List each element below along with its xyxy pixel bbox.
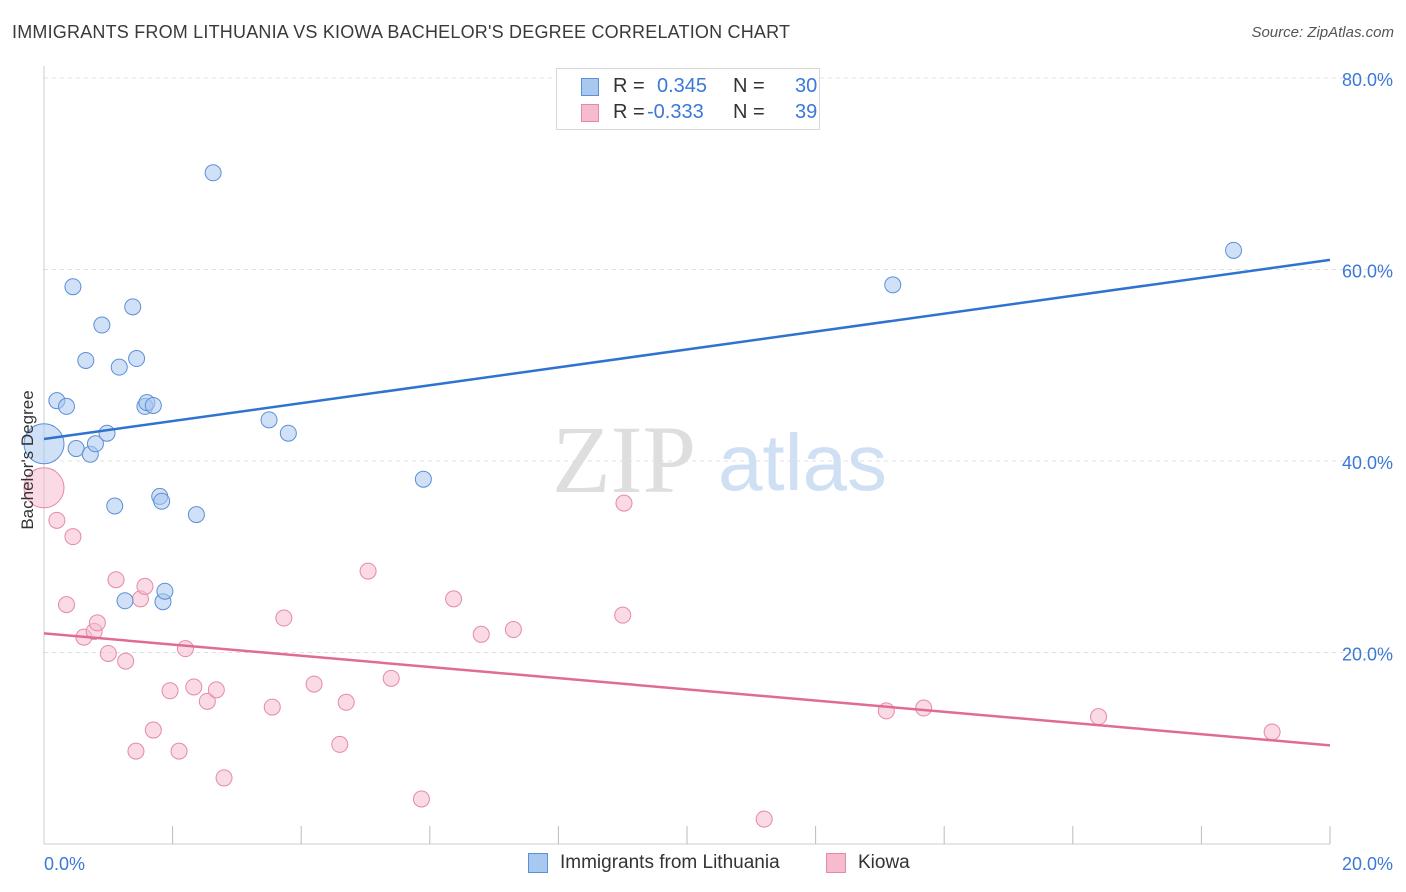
point-lithuania	[279, 424, 297, 442]
legend-r-value: 0.345	[657, 75, 708, 97]
grid-lines	[44, 77, 1392, 653]
trend-lines	[43, 258, 1331, 747]
point-kiowa	[58, 596, 76, 614]
point-lithuania	[128, 350, 146, 368]
point-lithuania	[77, 351, 95, 369]
point-kiowa	[382, 669, 400, 687]
point-kiowa	[207, 681, 225, 699]
point-lithuania	[204, 164, 222, 182]
x-tick-label: 0.0%	[44, 854, 85, 874]
trend-line-kiowa	[43, 632, 1331, 747]
point-kiowa	[915, 699, 933, 717]
point-lithuania	[1225, 241, 1243, 259]
trend-line-lithuania	[43, 258, 1331, 441]
point-lithuania	[144, 396, 162, 414]
legend-swatch-lithuania	[581, 78, 599, 96]
legend-r-label: R =	[613, 75, 645, 97]
tick-labels: 20.0% 40.0% 60.0% 80.0% 0.0% 20.0%	[44, 70, 1393, 874]
point-lithuania	[93, 316, 111, 334]
watermark-atlas: atlas	[718, 418, 887, 507]
point-kiowa	[64, 528, 82, 546]
point-kiowa	[445, 590, 463, 608]
point-lithuania	[98, 424, 116, 442]
y-tick-label: 20.0%	[1342, 645, 1393, 665]
chart-title: IMMIGRANTS FROM LITHUANIA VS KIOWA BACHE…	[12, 22, 791, 42]
point-kiowa	[1090, 708, 1108, 726]
point-kiowa	[331, 735, 349, 753]
point-lithuania	[106, 497, 124, 515]
point-kiowa	[136, 577, 154, 595]
point-lithuania	[58, 397, 76, 415]
point-kiowa	[170, 742, 188, 760]
series-lithuania	[23, 164, 1243, 611]
watermark: ZIP atlas	[552, 406, 887, 513]
point-lithuania	[884, 276, 902, 294]
point-lithuania	[64, 278, 82, 296]
point-lithuania	[86, 435, 104, 453]
point-kiowa	[337, 693, 355, 711]
point-lithuania	[414, 470, 432, 488]
legend-n-value: 30	[795, 75, 818, 97]
bottom-legend-swatch-kiowa	[826, 853, 846, 873]
point-kiowa	[412, 790, 430, 808]
point-kiowa	[23, 467, 65, 509]
point-kiowa	[263, 698, 281, 716]
point-kiowa	[614, 606, 632, 624]
point-kiowa	[615, 494, 633, 512]
point-kiowa	[305, 675, 323, 693]
correlation-legend: R = 0.345 N = 30 R = -0.333 N = 39	[556, 68, 820, 130]
point-kiowa	[88, 614, 106, 632]
point-kiowa	[99, 644, 117, 662]
point-lithuania	[67, 440, 85, 458]
point-kiowa	[359, 562, 377, 580]
point-lithuania	[110, 358, 128, 376]
point-kiowa	[127, 742, 145, 760]
point-lithuania	[156, 582, 174, 600]
point-kiowa	[185, 678, 203, 696]
point-lithuania	[187, 506, 205, 524]
point-kiowa	[107, 571, 125, 589]
point-kiowa	[472, 625, 490, 643]
point-kiowa	[48, 511, 66, 529]
point-kiowa	[275, 609, 293, 627]
bottom-legend-label: Immigrants from Lithuania	[560, 852, 780, 873]
point-kiowa	[144, 721, 162, 739]
legend-swatch-kiowa	[581, 104, 599, 122]
y-tick-label: 60.0%	[1342, 262, 1393, 282]
y-tick-label: 80.0%	[1342, 70, 1393, 90]
legend-r-label: R =	[613, 101, 645, 123]
y-tick-label: 40.0%	[1342, 453, 1393, 473]
legend-n-label: N =	[733, 75, 765, 97]
point-kiowa	[755, 810, 773, 828]
legend-r-value: -0.333	[647, 101, 704, 123]
y-axis-label: Bachelor's Degree	[18, 390, 37, 529]
point-kiowa	[176, 640, 194, 658]
point-kiowa	[117, 652, 135, 670]
source-label: Source: ZipAtlas.com	[1251, 24, 1394, 41]
legend-n-label: N =	[733, 101, 765, 123]
x-tick-label: 20.0%	[1342, 854, 1393, 874]
bottom-legend-swatch-lithuania	[528, 853, 548, 873]
point-lithuania	[260, 411, 278, 429]
point-kiowa	[504, 621, 522, 639]
point-kiowa	[1263, 723, 1281, 741]
point-kiowa	[161, 682, 179, 700]
bottom-legend-label: Kiowa	[858, 852, 910, 873]
point-lithuania	[124, 298, 142, 316]
point-kiowa	[198, 692, 216, 710]
point-lithuania	[116, 592, 134, 610]
legend-n-value: 39	[795, 101, 818, 123]
point-kiowa	[215, 769, 233, 787]
point-lithuania	[23, 423, 65, 465]
point-lithuania	[153, 492, 171, 510]
